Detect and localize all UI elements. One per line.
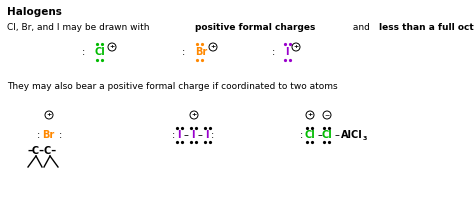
Text: AlCl: AlCl <box>341 130 363 140</box>
Text: :: : <box>211 130 214 140</box>
Text: I: I <box>205 130 209 140</box>
Text: Br: Br <box>42 130 54 140</box>
Text: and: and <box>350 23 373 32</box>
Text: Cl: Cl <box>95 47 106 57</box>
Text: :: : <box>272 47 275 57</box>
Text: 3: 3 <box>363 137 367 141</box>
Text: I: I <box>285 47 289 57</box>
Text: +: + <box>210 44 216 49</box>
Text: –: – <box>318 130 323 140</box>
Text: :: : <box>59 130 62 140</box>
Text: I: I <box>177 130 181 140</box>
Text: I: I <box>191 130 194 140</box>
Text: :: : <box>172 130 175 140</box>
Text: Cl: Cl <box>305 130 316 140</box>
Text: –: – <box>184 130 189 140</box>
Text: :: : <box>300 130 303 140</box>
Text: –C–C–: –C–C– <box>28 146 57 156</box>
Text: positive formal charges: positive formal charges <box>195 23 315 32</box>
Text: Cl, Br, and I may be drawn with: Cl, Br, and I may be drawn with <box>7 23 152 32</box>
Text: :: : <box>37 130 40 140</box>
Text: +: + <box>293 44 299 49</box>
Text: They may also bear a positive formal charge if coordinated to two atoms: They may also bear a positive formal cha… <box>7 82 337 91</box>
Text: +: + <box>191 113 197 118</box>
Text: +: + <box>109 44 115 49</box>
Text: less than a full octet: less than a full octet <box>379 23 474 32</box>
Text: :: : <box>182 47 185 57</box>
Text: Halogens: Halogens <box>7 7 62 17</box>
Text: +: + <box>46 113 52 118</box>
Text: −: − <box>324 113 329 118</box>
Text: Br: Br <box>195 47 207 57</box>
Text: Cl: Cl <box>322 130 333 140</box>
Text: –: – <box>198 130 203 140</box>
Text: :: : <box>82 47 85 57</box>
Text: –: – <box>335 130 340 140</box>
Text: +: + <box>307 113 313 118</box>
